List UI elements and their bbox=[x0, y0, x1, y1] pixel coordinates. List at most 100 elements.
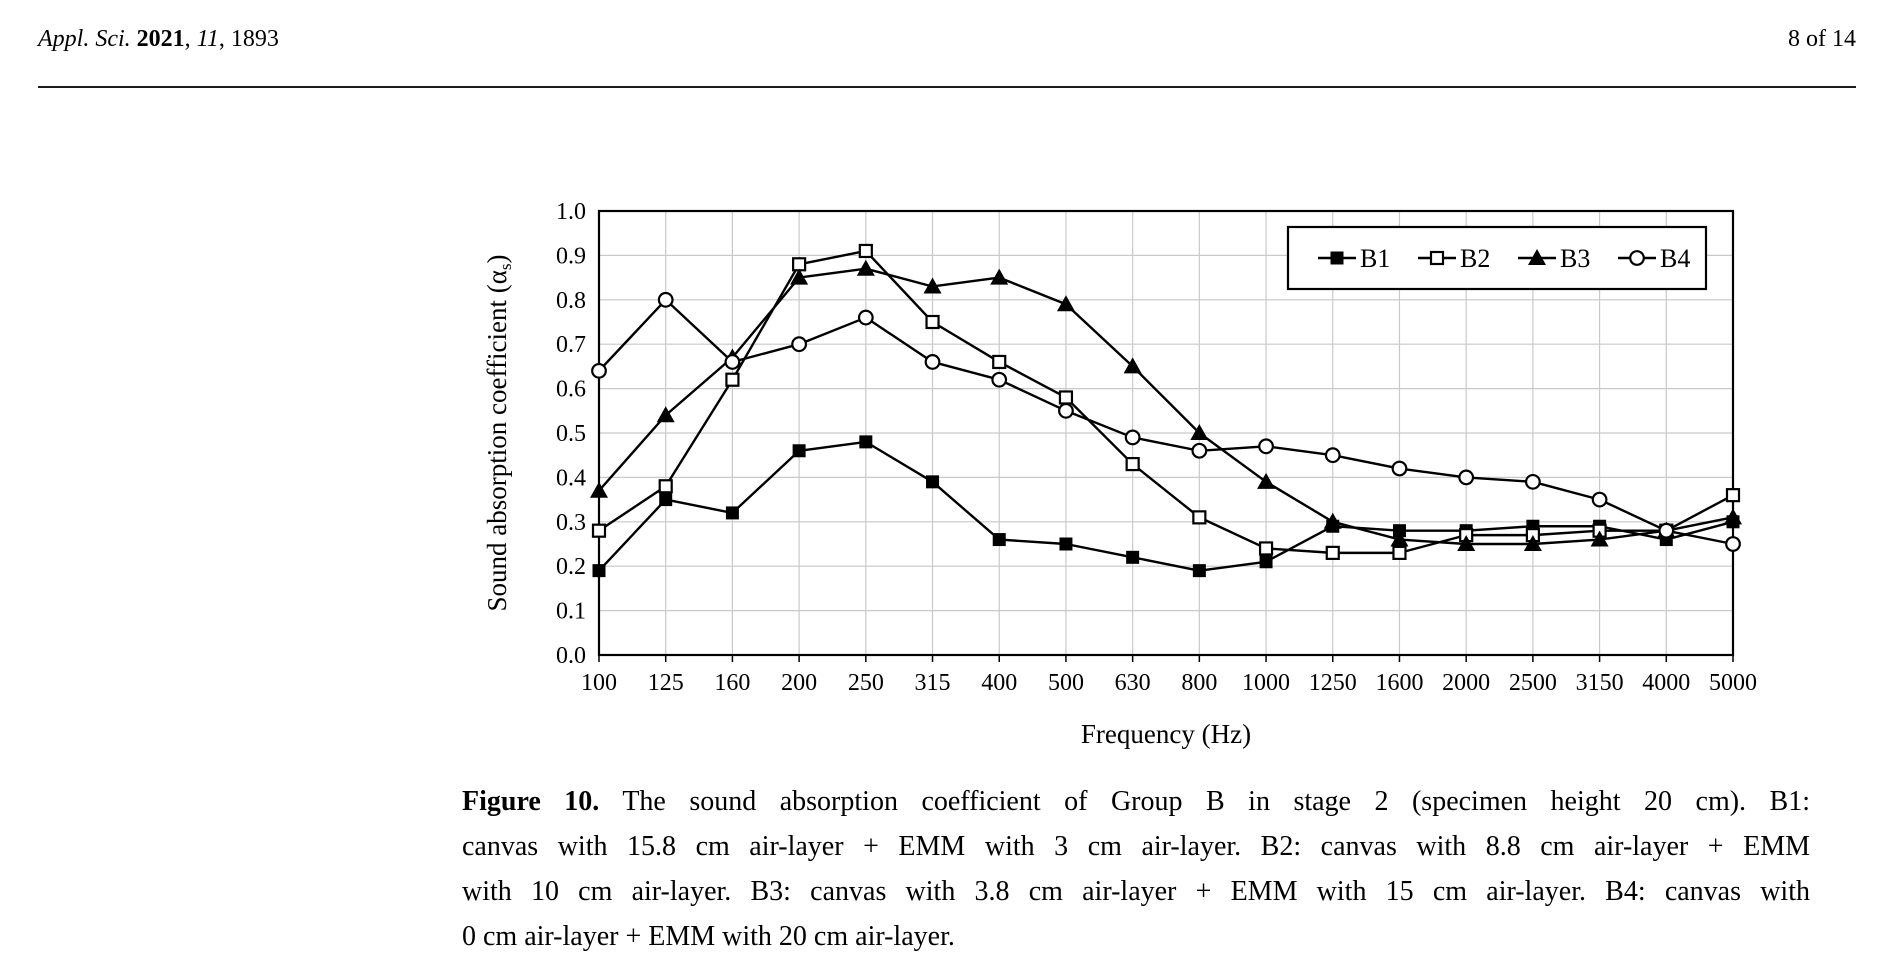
x-tick-label: 1600 bbox=[1375, 670, 1423, 696]
citation-part: 11 bbox=[196, 26, 219, 52]
citation-part: , bbox=[184, 26, 197, 52]
series-B3-marker bbox=[1190, 424, 1209, 440]
citation-part: , 1893 bbox=[218, 26, 279, 52]
x-tick-label: 160 bbox=[714, 670, 750, 696]
series-B1-marker bbox=[992, 533, 1006, 547]
series-B4-marker bbox=[1591, 491, 1608, 508]
series-B4-marker bbox=[991, 371, 1008, 388]
x-axis-title: Frequency (Hz) bbox=[1081, 719, 1251, 749]
citation-part: 2021 bbox=[136, 26, 185, 52]
y-axis-title: Sound absorption coefficient (αs) bbox=[482, 255, 515, 612]
legend-marker-B2 bbox=[1429, 250, 1445, 266]
series-B1-marker bbox=[1059, 537, 1073, 551]
series-B3-marker bbox=[1323, 512, 1342, 529]
x-tick-label: 500 bbox=[1048, 670, 1084, 696]
series-B1-marker bbox=[1126, 550, 1140, 564]
x-tick-label: 4000 bbox=[1642, 670, 1690, 696]
legend-marker-B1 bbox=[1330, 251, 1344, 265]
citation-part: Appl. Sci. bbox=[38, 26, 137, 52]
x-tick-label: 125 bbox=[648, 670, 684, 696]
y-tick-label: 0.6 bbox=[556, 377, 586, 403]
x-tick-label: 250 bbox=[848, 670, 884, 696]
y-tick-label: 0.1 bbox=[556, 599, 586, 625]
series-B2-marker bbox=[792, 257, 807, 272]
y-tick-label: 0.2 bbox=[556, 554, 586, 580]
series-B4-marker bbox=[791, 336, 808, 353]
series-B2-marker bbox=[925, 314, 940, 330]
series-B1-marker bbox=[859, 435, 873, 449]
y-tick-label: 0.5 bbox=[556, 421, 586, 447]
x-tick-label: 2500 bbox=[1509, 670, 1557, 696]
legend-marker-B3 bbox=[1528, 249, 1546, 265]
series-B2-marker bbox=[725, 372, 740, 387]
series-B4-marker bbox=[1191, 442, 1208, 459]
series-B3-marker bbox=[923, 277, 942, 294]
caption-line-2: canvas with 15.8 cm air-layer + EMM with… bbox=[462, 831, 1810, 862]
series-B3-marker bbox=[656, 406, 675, 423]
series-B2-marker bbox=[1392, 545, 1407, 560]
legend-label-B1: B1 bbox=[1360, 244, 1390, 273]
series-B3-marker bbox=[590, 481, 608, 498]
series-B4-marker bbox=[1124, 429, 1141, 446]
series-B4-marker bbox=[924, 354, 941, 370]
journal-citation: Appl. Sci. 2021, 11, 1893 bbox=[38, 26, 279, 53]
series-B3-marker bbox=[1457, 535, 1476, 551]
series-B4-marker bbox=[1391, 460, 1408, 477]
series-B4-line bbox=[598, 298, 1734, 546]
series-B4-marker bbox=[1725, 536, 1741, 552]
figure10-chart: 0.0 0.1 0.2 0.3 0.4 0.5 0.6 0.7 0.8 0.9 1.0 100 125 1… bbox=[482, 199, 1757, 749]
series-B2-marker bbox=[1125, 456, 1140, 472]
series-B2-marker bbox=[858, 243, 873, 259]
series-B2-marker bbox=[591, 523, 607, 538]
series-B3-line bbox=[598, 267, 1734, 546]
series-B1-marker bbox=[659, 493, 673, 507]
series-B3-marker bbox=[1590, 530, 1609, 547]
x-tick-label: 630 bbox=[1115, 670, 1151, 696]
y-tick-label: 0.0 bbox=[556, 643, 586, 669]
y-tick-label: 0.7 bbox=[556, 332, 586, 358]
y-tick-label: 0.4 bbox=[556, 465, 586, 491]
x-tick-label: 1250 bbox=[1309, 670, 1357, 696]
series-B2-marker bbox=[1192, 510, 1207, 525]
series-B3-marker bbox=[790, 268, 809, 285]
series-B3-marker bbox=[1056, 295, 1075, 312]
x-tick-label: 5000 bbox=[1709, 670, 1757, 696]
series-B1-marker bbox=[592, 564, 606, 578]
series-B1-marker bbox=[792, 444, 806, 458]
legend-label-B3: B3 bbox=[1560, 244, 1590, 273]
header-divider bbox=[38, 86, 1856, 88]
series-B2-marker bbox=[1058, 390, 1074, 405]
series-B2-marker bbox=[1258, 541, 1274, 556]
series-B4-marker bbox=[1524, 473, 1541, 490]
series-B4-marker bbox=[1658, 522, 1675, 539]
series-B4-marker bbox=[657, 291, 674, 308]
caption-text-1: The sound absorption coefficient of Grou… bbox=[622, 786, 1811, 817]
series-B3-marker bbox=[1390, 530, 1409, 547]
caption-line-1: Figure 10. The sound absorption coeffici… bbox=[462, 779, 1810, 824]
y-tick-label: 0.9 bbox=[556, 243, 586, 269]
y-tick-label: 0.3 bbox=[556, 510, 586, 536]
plot-border bbox=[597, 209, 1735, 657]
legend-label-B4: B4 bbox=[1660, 244, 1690, 273]
series-B3-marker bbox=[1123, 357, 1142, 374]
x-tick-label: 2000 bbox=[1442, 670, 1490, 696]
series-B1-line bbox=[598, 440, 1734, 572]
series-B2-marker bbox=[1725, 488, 1741, 503]
series-B2-marker bbox=[992, 354, 1007, 370]
x-tick-label: 3150 bbox=[1576, 670, 1624, 696]
series-B4-marker bbox=[724, 354, 741, 370]
series-B1-marker bbox=[725, 506, 739, 520]
series-B4-marker bbox=[1058, 402, 1074, 419]
series-B4-marker bbox=[1324, 447, 1341, 464]
figure-label: Figure 10. bbox=[462, 786, 600, 817]
page-number: 8 of 14 bbox=[1788, 26, 1856, 52]
x-tick-label: 400 bbox=[981, 670, 1017, 696]
series-B4-marker bbox=[857, 309, 874, 326]
y-tick-label: 0.8 bbox=[556, 288, 586, 314]
x-tick-label: 100 bbox=[581, 670, 617, 696]
x-tick-label: 1000 bbox=[1242, 670, 1290, 696]
series-B2-marker bbox=[1325, 545, 1340, 560]
series-B3-marker bbox=[990, 268, 1009, 285]
series-B3-marker bbox=[1724, 508, 1742, 525]
